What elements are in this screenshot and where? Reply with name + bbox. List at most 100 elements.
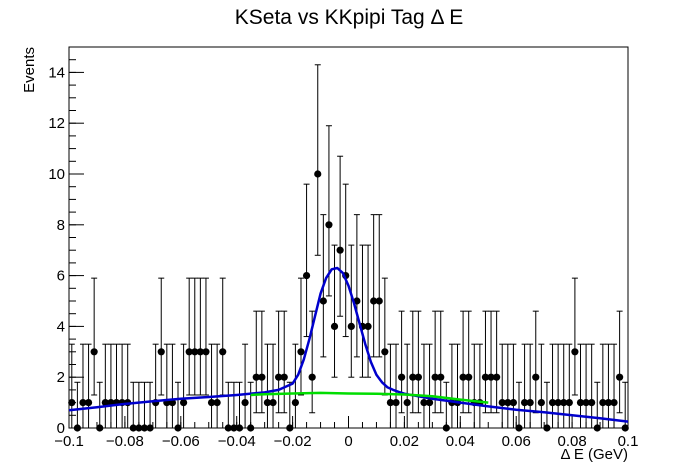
data-point	[84, 399, 93, 407]
data-point	[599, 399, 607, 407]
data-point	[465, 373, 473, 381]
data-point	[554, 399, 562, 407]
data-point	[252, 373, 260, 381]
data-point	[96, 424, 104, 432]
data-point	[241, 399, 249, 407]
data-point	[543, 424, 551, 432]
fit-curves	[68, 266, 629, 423]
data-point	[174, 424, 182, 432]
data-point	[403, 399, 411, 407]
total-fit-curve	[68, 266, 629, 423]
y-tick-label: 10	[48, 166, 65, 183]
error-bars	[68, 64, 629, 428]
data-point	[129, 424, 137, 432]
data-point	[392, 399, 400, 407]
x-tick-label: −0.04	[218, 433, 256, 450]
data-point	[101, 399, 109, 407]
x-tick-label: −0.02	[274, 433, 312, 450]
x-tick-label: −0.1	[54, 433, 84, 450]
data-point	[431, 373, 439, 381]
data-point	[532, 373, 540, 381]
y-tick-label: 12	[48, 115, 65, 132]
x-axis-title: Δ E (GeV)	[560, 446, 628, 463]
data-point	[302, 272, 311, 280]
y-tick-label: 0	[57, 420, 65, 437]
data-point	[263, 399, 272, 407]
data-point	[593, 424, 601, 432]
x-tick-label: 0.02	[390, 433, 419, 450]
y-tick-label: 2	[57, 369, 65, 386]
data-point	[425, 399, 434, 407]
data-point	[73, 424, 81, 432]
data-point	[588, 399, 596, 407]
data-point	[386, 399, 395, 407]
data-point	[235, 424, 244, 432]
data-point	[604, 399, 613, 407]
data-point	[90, 348, 98, 356]
data-point	[213, 399, 221, 407]
data-point	[364, 322, 372, 330]
data-point	[336, 246, 344, 254]
data-point	[414, 373, 422, 381]
data-point	[196, 348, 204, 356]
x-axis: −0.1 −0.08 −0.06 −0.04 −0.02 0 0.02 0.04 0.06 0.0…	[54, 416, 638, 450]
plot-frame	[68, 46, 629, 429]
data-point	[548, 399, 557, 407]
data-point	[286, 424, 294, 432]
data-point	[202, 348, 210, 356]
data-point	[291, 399, 299, 407]
x-tick-label: −0.08	[106, 433, 144, 450]
data-point	[576, 399, 585, 407]
data-point	[381, 348, 389, 356]
data-point	[247, 424, 255, 432]
y-tick-label: 4	[57, 318, 65, 335]
data-point	[459, 373, 467, 381]
y-tick-label: 14	[48, 64, 65, 81]
data-point	[565, 399, 573, 407]
data-point	[224, 424, 232, 432]
data-point	[487, 373, 495, 381]
y-tick-label: 8	[57, 217, 65, 234]
data-point	[219, 348, 227, 356]
background-fit-curve	[250, 391, 489, 404]
data-point	[258, 373, 266, 381]
data-point	[493, 373, 501, 381]
data-point	[442, 424, 450, 432]
data-point	[269, 399, 277, 407]
x-tick-label: 0	[344, 433, 352, 450]
data-point	[571, 348, 579, 356]
x-tick-label: −0.06	[162, 433, 200, 450]
data-point	[157, 348, 165, 356]
data-point	[370, 297, 378, 305]
data-point	[437, 373, 445, 381]
data-point	[325, 221, 333, 229]
data-point	[314, 170, 322, 178]
data-point	[520, 399, 529, 407]
data-point	[610, 399, 618, 407]
data-point	[560, 399, 568, 407]
chart-title: KSeta vs KKpipi Tag Δ E	[235, 6, 463, 29]
data-point	[498, 399, 506, 407]
data-point	[319, 297, 327, 305]
data-point	[526, 399, 534, 407]
data-point	[179, 399, 188, 407]
data-point	[185, 348, 193, 356]
data-point	[398, 373, 406, 381]
data-point	[509, 399, 518, 407]
y-axis-title: Events	[21, 47, 38, 93]
data-point	[621, 424, 629, 432]
data-point	[375, 297, 383, 305]
data-point	[191, 348, 199, 356]
data-point	[135, 424, 143, 432]
data-point	[297, 348, 305, 356]
data-point	[308, 373, 316, 381]
x-tick-label: 0.04	[446, 433, 475, 450]
data-point	[146, 424, 154, 432]
x-tick-label: 0.1	[618, 433, 639, 450]
data-point	[537, 399, 545, 407]
data-point	[280, 373, 288, 381]
data-point	[409, 373, 417, 381]
data-point	[420, 399, 428, 407]
x-tick-label: 0.06	[502, 433, 531, 450]
